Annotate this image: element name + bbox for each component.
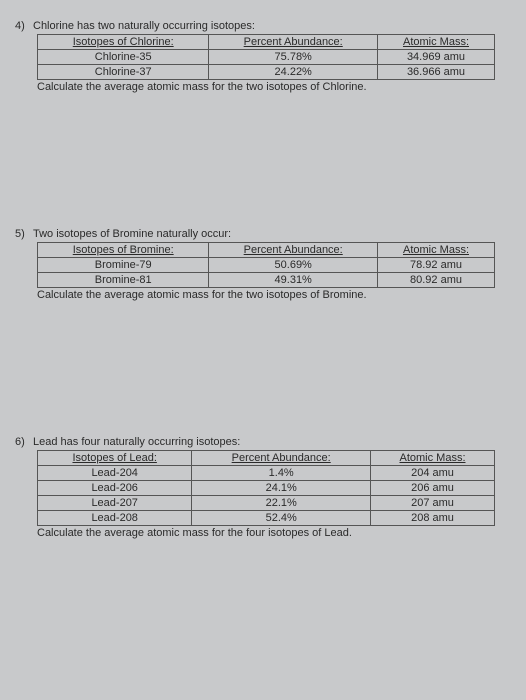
- cell-mass: 206 amu: [371, 481, 495, 496]
- cell-mass: 78.92 amu: [377, 258, 494, 273]
- table-row: Chlorine-35 75.78% 34.969 amu: [38, 50, 495, 65]
- calculate-instruction: Calculate the average atomic mass for th…: [37, 81, 511, 93]
- isotope-table: Isotopes of Bromine: Percent Abundance: …: [37, 242, 495, 288]
- question-prompt-line: 5) Two isotopes of Bromine naturally occ…: [15, 228, 511, 240]
- table-row: Lead-204 1.4% 204 amu: [38, 466, 495, 481]
- cell-isotope: Lead-207: [38, 496, 192, 511]
- table-header-row: Isotopes of Bromine: Percent Abundance: …: [38, 243, 495, 258]
- cell-abundance: 52.4%: [192, 511, 371, 526]
- calculate-instruction: Calculate the average atomic mass for th…: [37, 289, 511, 301]
- header-isotopes: Isotopes of Chlorine:: [38, 35, 209, 50]
- cell-isotope: Lead-204: [38, 466, 192, 481]
- question-5: 5) Two isotopes of Bromine naturally occ…: [15, 228, 511, 301]
- question-prompt-line: 4) Chlorine has two naturally occurring …: [15, 20, 511, 32]
- question-number: 5): [15, 228, 33, 240]
- header-mass: Atomic Mass:: [377, 35, 494, 50]
- table-header-row: Isotopes of Chlorine: Percent Abundance:…: [38, 35, 495, 50]
- cell-mass: 34.969 amu: [377, 50, 494, 65]
- header-isotopes: Isotopes of Bromine:: [38, 243, 209, 258]
- cell-isotope: Lead-208: [38, 511, 192, 526]
- question-prompt-line: 6) Lead has four naturally occurring iso…: [15, 436, 511, 448]
- question-prompt: Chlorine has two naturally occurring iso…: [33, 20, 511, 32]
- calculate-instruction: Calculate the average atomic mass for th…: [37, 527, 511, 539]
- question-number: 6): [15, 436, 33, 448]
- cell-abundance: 49.31%: [209, 273, 378, 288]
- cell-abundance: 1.4%: [192, 466, 371, 481]
- cell-mass: 36.966 amu: [377, 65, 494, 80]
- cell-mass: 204 amu: [371, 466, 495, 481]
- table-row: Lead-208 52.4% 208 amu: [38, 511, 495, 526]
- cell-abundance: 22.1%: [192, 496, 371, 511]
- isotope-table: Isotopes of Lead: Percent Abundance: Ato…: [37, 450, 495, 526]
- header-abundance: Percent Abundance:: [192, 451, 371, 466]
- header-abundance: Percent Abundance:: [209, 35, 378, 50]
- header-isotopes: Isotopes of Lead:: [38, 451, 192, 466]
- table-row: Lead-206 24.1% 206 amu: [38, 481, 495, 496]
- cell-abundance: 24.22%: [209, 65, 378, 80]
- cell-isotope: Bromine-79: [38, 258, 209, 273]
- question-4: 4) Chlorine has two naturally occurring …: [15, 20, 511, 93]
- question-number: 4): [15, 20, 33, 32]
- cell-isotope: Chlorine-35: [38, 50, 209, 65]
- cell-abundance: 24.1%: [192, 481, 371, 496]
- table-row: Bromine-79 50.69% 78.92 amu: [38, 258, 495, 273]
- cell-abundance: 50.69%: [209, 258, 378, 273]
- question-prompt: Lead has four naturally occurring isotop…: [33, 436, 511, 448]
- cell-isotope: Lead-206: [38, 481, 192, 496]
- cell-mass: 207 amu: [371, 496, 495, 511]
- header-abundance: Percent Abundance:: [209, 243, 378, 258]
- question-prompt: Two isotopes of Bromine naturally occur:: [33, 228, 511, 240]
- header-mass: Atomic Mass:: [377, 243, 494, 258]
- table-header-row: Isotopes of Lead: Percent Abundance: Ato…: [38, 451, 495, 466]
- table-row: Chlorine-37 24.22% 36.966 amu: [38, 65, 495, 80]
- cell-isotope: Chlorine-37: [38, 65, 209, 80]
- question-6: 6) Lead has four naturally occurring iso…: [15, 436, 511, 539]
- header-mass: Atomic Mass:: [371, 451, 495, 466]
- isotope-table: Isotopes of Chlorine: Percent Abundance:…: [37, 34, 495, 80]
- cell-mass: 80.92 amu: [377, 273, 494, 288]
- cell-abundance: 75.78%: [209, 50, 378, 65]
- cell-mass: 208 amu: [371, 511, 495, 526]
- table-row: Lead-207 22.1% 207 amu: [38, 496, 495, 511]
- cell-isotope: Bromine-81: [38, 273, 209, 288]
- table-row: Bromine-81 49.31% 80.92 amu: [38, 273, 495, 288]
